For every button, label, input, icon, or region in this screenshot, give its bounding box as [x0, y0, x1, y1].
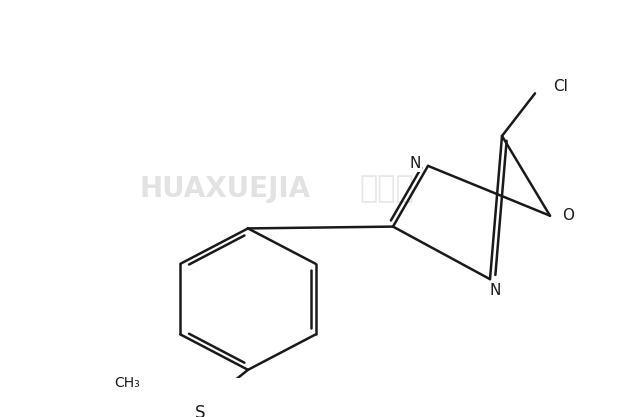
Text: N: N [409, 156, 421, 171]
Text: N: N [489, 283, 500, 298]
Text: Cl: Cl [553, 79, 568, 93]
Text: CH₃: CH₃ [114, 377, 140, 390]
Text: S: S [195, 404, 205, 417]
Text: HUAXUEJIA: HUAXUEJIA [139, 175, 310, 203]
Text: O: O [562, 208, 574, 223]
Text: 化学加: 化学加 [359, 174, 414, 203]
